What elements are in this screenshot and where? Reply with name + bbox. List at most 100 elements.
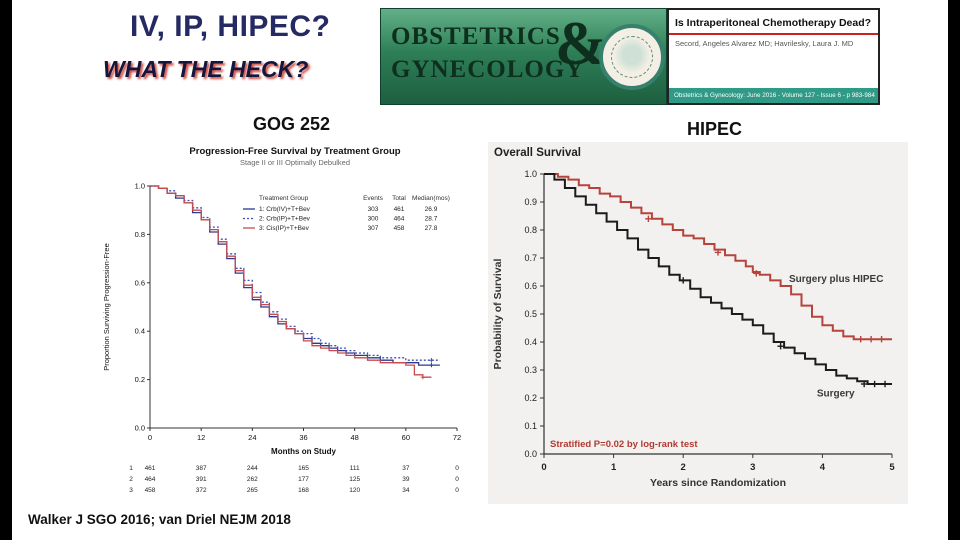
risk-value: 262 <box>247 476 258 483</box>
curve-label: Surgery <box>817 389 855 400</box>
journal-seal-icon <box>599 24 665 90</box>
risk-value: 0 <box>455 487 459 494</box>
risk-value: 39 <box>402 476 410 483</box>
risk-value: 391 <box>196 476 207 483</box>
y-tick-label: 0.5 <box>524 309 537 319</box>
legend-header: Events <box>363 195 384 202</box>
km-curve <box>150 185 432 378</box>
x-tick-label: 12 <box>197 433 205 442</box>
legend-header: Median(mos) <box>412 195 450 202</box>
risk-value: 111 <box>350 465 360 472</box>
risk-value: 0 <box>455 465 459 472</box>
hipec-km-chart: Overall Survival 0.0 0.1 0.2 0.3 0.4 0.5 0.6 0.7… <box>488 142 908 504</box>
risk-value: 34 <box>402 487 410 494</box>
legend-header: Treatment Group <box>259 195 309 202</box>
risk-value: 244 <box>247 465 258 472</box>
risk-value: 461 <box>145 465 156 472</box>
x-tick-label: 48 <box>350 433 358 442</box>
risk-value: 387 <box>196 465 207 472</box>
x-tick-label: 72 <box>453 433 461 442</box>
risk-row-label: 2 <box>129 476 133 483</box>
x-tick-label: 36 <box>299 433 307 442</box>
risk-value: 265 <box>247 487 258 494</box>
legend-total: 461 <box>394 206 405 213</box>
legend-total: 458 <box>394 225 405 232</box>
legend-total: 464 <box>394 216 405 223</box>
risk-value: 165 <box>298 465 309 472</box>
article-title: Is Intraperitoneal Chemotherapy Dead? <box>675 17 872 29</box>
y-tick-label: 0.3 <box>524 365 537 375</box>
journal-names: OBSTETRICS GYNECOLOGY <box>391 21 584 86</box>
legend-events: 303 <box>368 206 379 213</box>
legend-median: 26.9 <box>425 206 438 213</box>
legend-label: 3: Cis(IP)+T+Bev <box>259 225 310 232</box>
gog-252-heading: GOG 252 <box>253 114 331 134</box>
curve-label: Surgery plus HIPEC <box>789 274 883 285</box>
red-rule <box>669 33 878 35</box>
legend-header: Total <box>392 195 406 202</box>
legend-events: 307 <box>368 225 379 232</box>
risk-value: 372 <box>196 487 207 494</box>
risk-value: 458 <box>145 487 156 494</box>
risk-value: 168 <box>298 487 309 494</box>
y-tick-label: 0.0 <box>135 424 145 433</box>
p-value-annotation: Stratified P=0.02 by log-rank test <box>550 439 698 450</box>
legend-median: 27.8 <box>425 225 438 232</box>
x-tick-label: 0 <box>541 462 546 473</box>
y-tick-label: 0.8 <box>524 225 537 235</box>
y-tick-label: 0.7 <box>524 253 537 263</box>
y-tick-label: 0.8 <box>135 230 145 239</box>
footer-citation: Walker J SGO 2016; van Driel NEJM 2018 <box>28 512 291 527</box>
article-byline: Secord, Angeles Alvarez MD; Havrilesky, … <box>675 39 854 48</box>
y-tick-label: 0.4 <box>524 337 537 347</box>
risk-value: 125 <box>349 476 360 483</box>
journal-header: OBSTETRICS GYNECOLOGY & Is Intraperitone… <box>380 8 880 105</box>
right-edge-bar <box>948 0 960 540</box>
journal-logo: OBSTETRICS GYNECOLOGY & <box>380 8 667 105</box>
hipec-heading: HIPEC <box>687 119 743 139</box>
risk-row-label: 1 <box>129 465 133 472</box>
x-tick-label: 1 <box>611 462 617 473</box>
legend-events: 300 <box>368 216 379 223</box>
gog-xlabel: Months on Study <box>271 447 336 456</box>
x-tick-label: 4 <box>820 462 826 473</box>
slide-subtitle: WHAT THE HECK? <box>103 56 309 82</box>
slide-title: IV, IP, HIPEC? <box>130 10 331 43</box>
legend-label: 2: Crb(IP)+T+Bev <box>259 216 311 223</box>
gog-chart-title: Progression-Free Survival by Treatment G… <box>189 146 400 157</box>
gog-ylabel: Proportion Surviving Progression-Free <box>102 243 111 371</box>
risk-value: 177 <box>298 476 309 483</box>
journal-name-line1: OBSTETRICS <box>391 23 561 50</box>
y-tick-label: 0.4 <box>135 327 145 336</box>
left-edge-bar <box>0 0 12 540</box>
y-tick-label: 0.2 <box>524 393 537 403</box>
legend-median: 28.7 <box>425 216 438 223</box>
y-tick-label: 0.0 <box>524 449 537 459</box>
legend-label: 1: Crb(IV)+T+Bev <box>259 206 311 213</box>
x-tick-label: 60 <box>402 433 410 442</box>
article-panel: Is Intraperitoneal Chemotherapy Dead? Se… <box>667 8 880 105</box>
risk-row-label: 3 <box>129 487 133 494</box>
risk-value: 464 <box>145 476 156 483</box>
gog-chart-subtitle: Stage II or III Optimally Debulked <box>240 158 350 167</box>
y-tick-label: 0.2 <box>135 375 145 384</box>
hipec-ylabel: Probability of Survival <box>492 258 504 369</box>
x-tick-label: 2 <box>681 462 686 473</box>
km-curve <box>544 173 892 385</box>
y-tick-label: 0.1 <box>524 421 537 431</box>
title-block: IV, IP, HIPEC? WHAT THE HECK? <box>103 10 330 83</box>
y-tick-label: 0.9 <box>524 197 537 207</box>
km-curve <box>544 173 892 341</box>
hipec-chart-title: Overall Survival <box>494 147 581 159</box>
risk-value: 37 <box>402 465 410 472</box>
risk-value: 0 <box>455 476 459 483</box>
chart-background <box>488 142 908 504</box>
x-tick-label: 0 <box>148 433 152 442</box>
y-tick-label: 0.6 <box>135 278 145 287</box>
journal-seal-emblem <box>611 36 653 78</box>
y-tick-label: 0.6 <box>524 281 537 291</box>
journal-ampersand: & <box>555 10 607 78</box>
article-citation: Obstetrics & Gynecology: June 2016 - Vol… <box>669 88 878 103</box>
x-tick-label: 5 <box>889 462 895 473</box>
